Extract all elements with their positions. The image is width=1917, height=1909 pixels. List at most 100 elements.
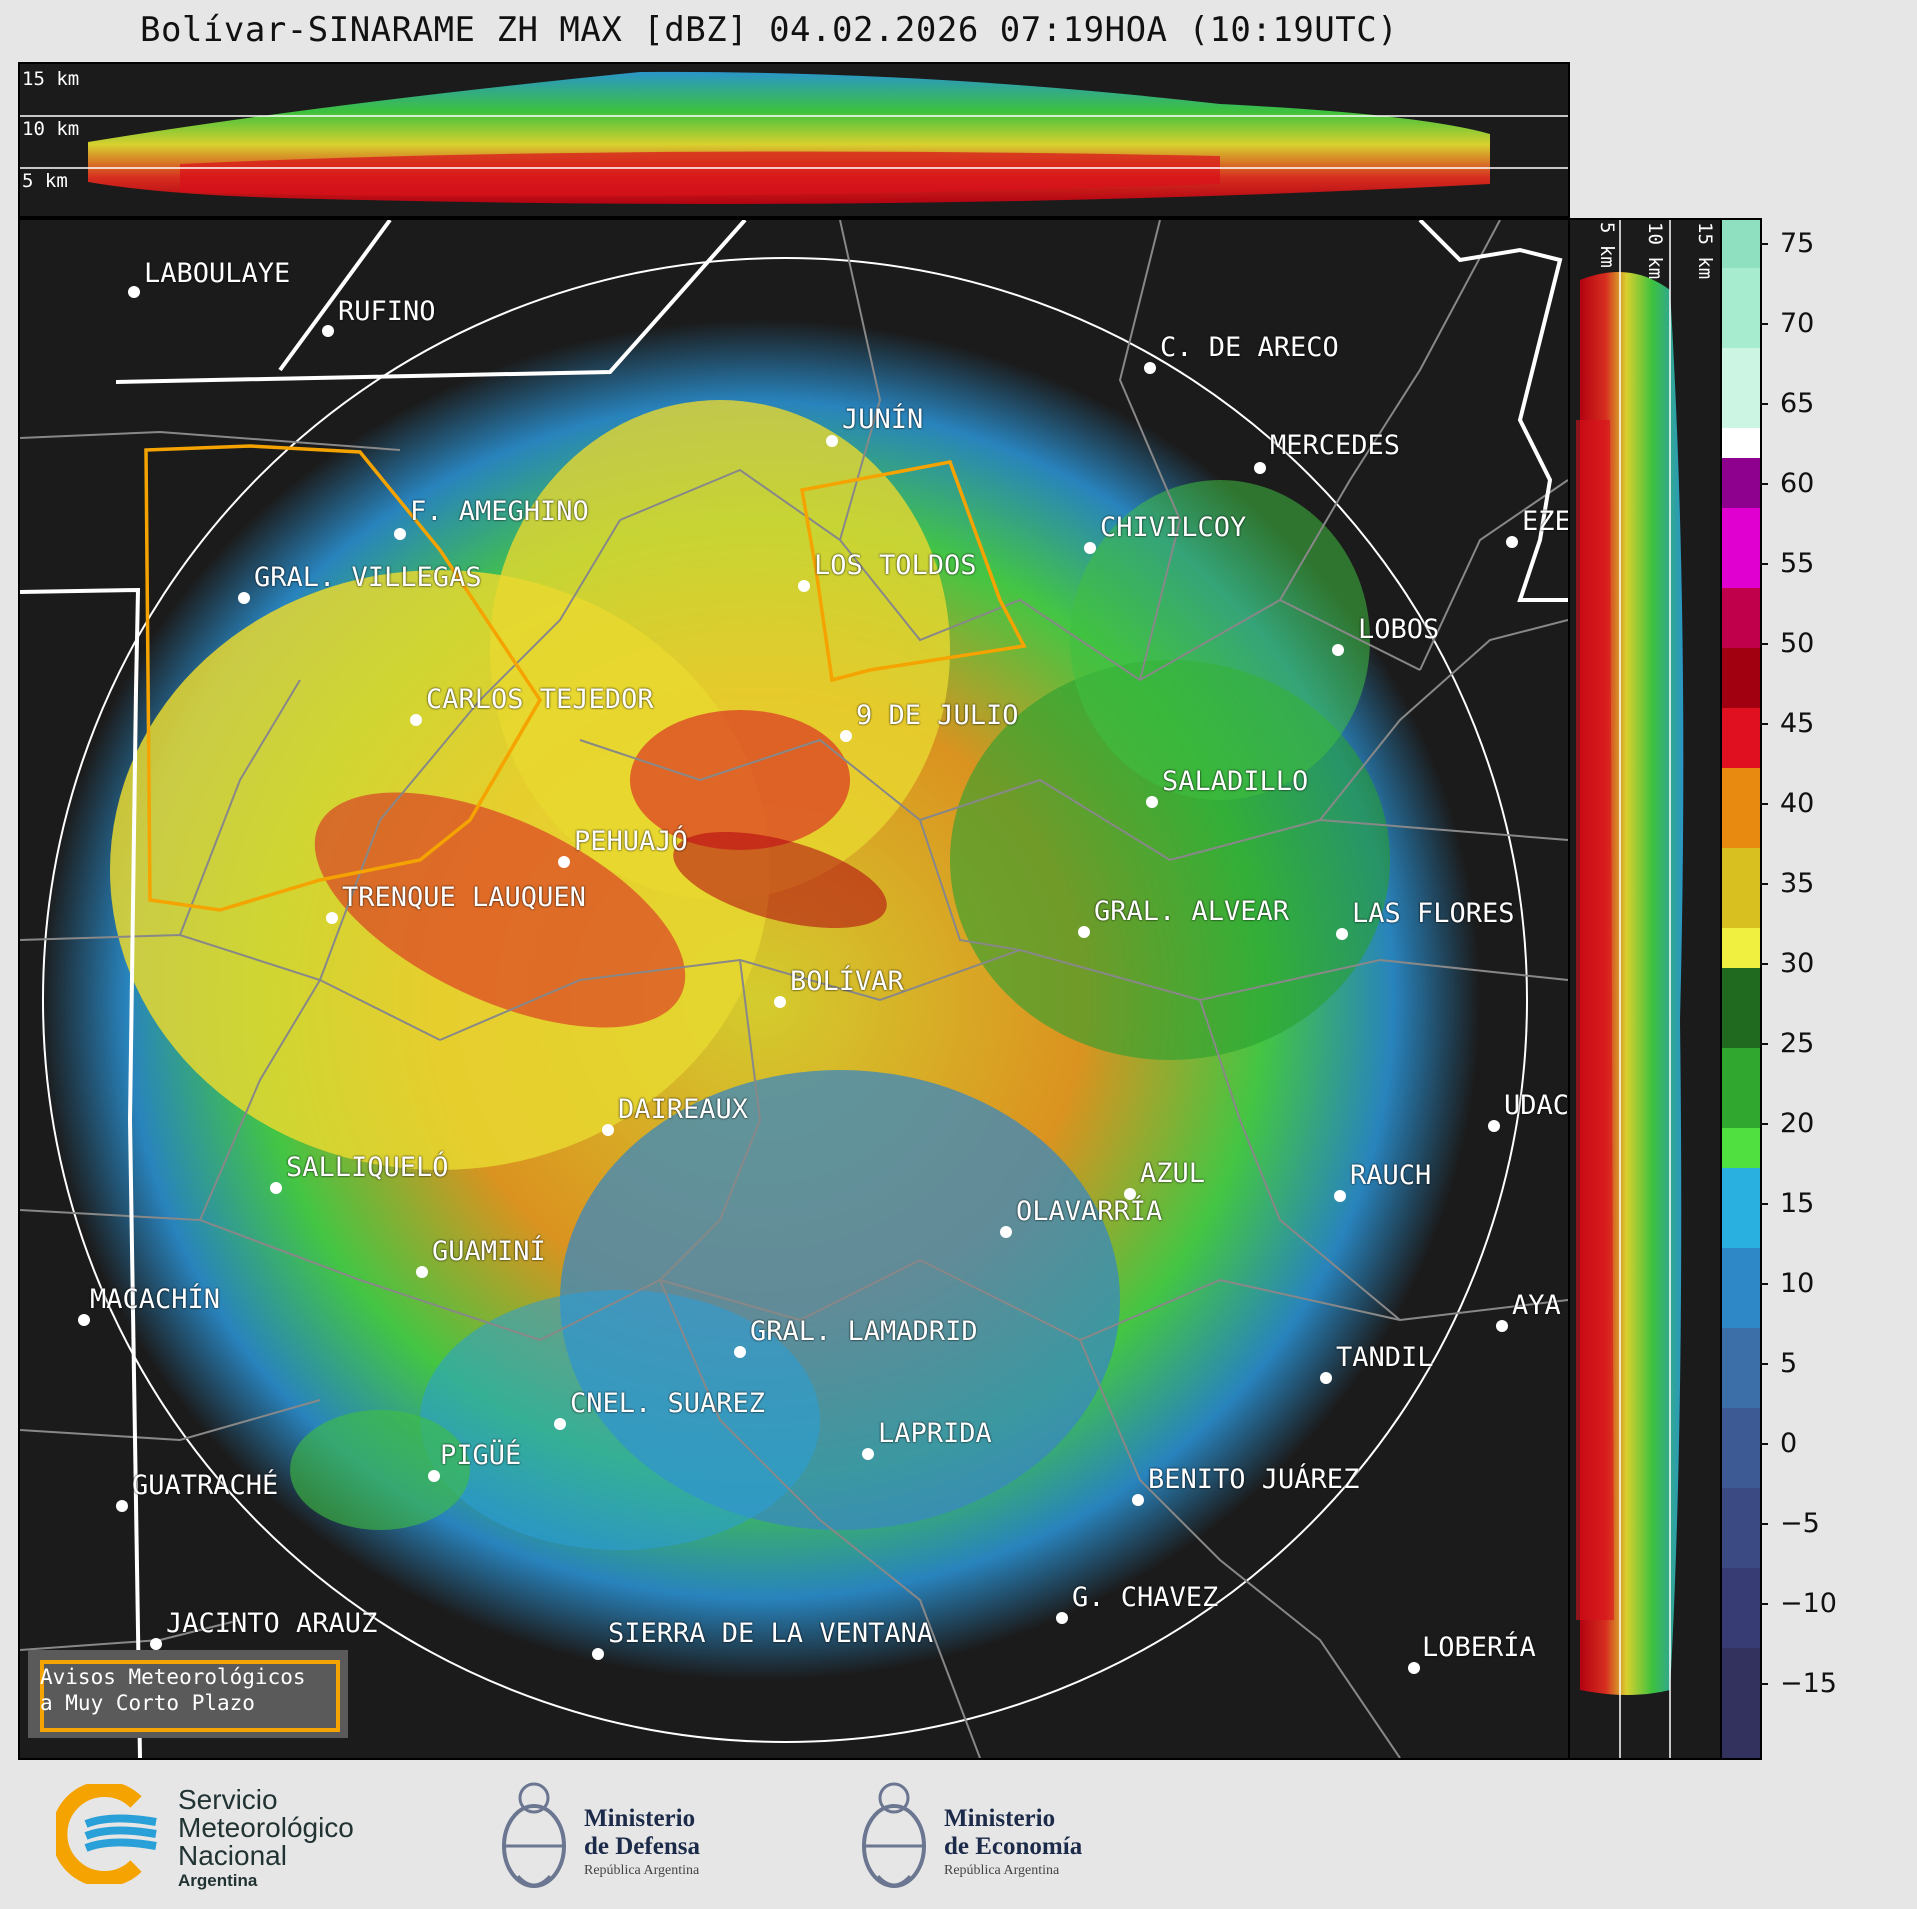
smn-line-1: Servicio	[178, 1784, 278, 1815]
tick-label-75: 75	[1780, 228, 1815, 259]
side-km-label-15: 15 km	[1694, 222, 1716, 280]
city-label-macachin: MACACHÍN	[90, 1284, 221, 1315]
city-dot	[326, 912, 338, 924]
city-label-chivilcoy: CHIVILCOY	[1100, 512, 1247, 543]
warnings-legend: Avisos Meteorológicos a Muy Corto Plazo	[28, 1650, 348, 1738]
tick-mark	[1760, 1123, 1768, 1125]
city-label-rufino: RUFINO	[338, 296, 436, 327]
tick-mark	[1760, 1523, 1768, 1525]
city-label-rauch: RAUCH	[1350, 1160, 1432, 1191]
city-label-daireaux: DAIREAUX	[618, 1094, 749, 1125]
side-km-label-5: 5 km	[1596, 222, 1618, 268]
city-label-9-de-julio: 9 DE JULIO	[856, 700, 1019, 731]
city-dot	[1320, 1372, 1332, 1384]
city-label-cnel-suarez: CNEL. SUAREZ	[570, 1388, 766, 1419]
city-label-f-ameghino: F. AMEGHINO	[410, 496, 589, 527]
city-label-gral-lamadrid: GRAL. LAMADRID	[750, 1316, 978, 1347]
economia-line-3: República Argentina	[944, 1863, 1060, 1878]
tick-label-35: 35	[1780, 868, 1815, 899]
city-label-benito-juarez: BENITO JUÁREZ	[1148, 1464, 1360, 1495]
city-label-guatrache: GUATRACHÉ	[132, 1470, 279, 1501]
tick-mark	[1760, 243, 1768, 245]
smn-logo-icon	[56, 1784, 157, 1884]
defensa-line-2: de Defensa	[584, 1833, 700, 1860]
city-dot	[150, 1638, 162, 1650]
city-dot	[1332, 644, 1344, 656]
city-dot	[798, 580, 810, 592]
city-dot	[1506, 536, 1518, 548]
economia-line-1: Ministerio	[944, 1805, 1056, 1832]
city-label-pehuajo: PEHUAJÓ	[574, 826, 688, 857]
city-dot	[270, 1182, 282, 1194]
city-label-bolivar: BOLÍVAR	[790, 966, 904, 997]
legend-text: Avisos Meteorológicos a Muy Corto Plazo	[40, 1664, 306, 1716]
tick-label-0: 0	[1780, 1428, 1798, 1459]
tick-mark	[1760, 563, 1768, 565]
city-dot	[1146, 796, 1158, 808]
tick-mark	[1760, 403, 1768, 405]
city-dot	[1000, 1226, 1012, 1238]
city-dot	[116, 1500, 128, 1512]
profile-top-graphic	[20, 71, 1568, 204]
radar-map-graphic	[20, 220, 1568, 1758]
warning-polygons	[144, 444, 1027, 912]
city-label-salliquelo: SALLIQUELÓ	[286, 1152, 449, 1183]
city-label-trenque-lauquen: TRENQUE LAUQUEN	[342, 882, 586, 913]
city-dot	[1254, 462, 1266, 474]
city-label-los-toldos: LOS TOLDOS	[814, 550, 977, 581]
economia-coat-of-arms-icon	[862, 1782, 926, 1888]
vertical-profile-top-panel: 15 km 10 km 5 km	[18, 62, 1570, 218]
tick-mark	[1760, 1683, 1768, 1685]
economia-line-2: de Economía	[944, 1833, 1083, 1860]
city-dot	[734, 1346, 746, 1358]
city-label-lobos: LOBOS	[1358, 614, 1440, 645]
department-boundaries	[20, 220, 1568, 1758]
city-dot	[826, 435, 838, 447]
city-label-las-flores: LAS FLORES	[1352, 898, 1515, 929]
footer-logos: Servicio Meteorológico Nacional Argentin…	[0, 1770, 1917, 1909]
tick-mark	[1760, 803, 1768, 805]
smn-line-2: Meteorológico	[178, 1812, 354, 1843]
city-label-junin: JUNÍN	[842, 404, 924, 435]
city-label-c-de-areco: C. DE ARECO	[1160, 332, 1339, 363]
province-boundaries	[20, 220, 1568, 1758]
tick-mark	[1760, 643, 1768, 645]
tick-mark	[1760, 723, 1768, 725]
city-dot	[238, 592, 250, 604]
tick-mark	[1760, 323, 1768, 325]
range-ring	[42, 257, 1528, 1743]
city-label-gral-villegas: GRAL. VILLEGAS	[254, 562, 482, 593]
tick-label-5: 5	[1780, 1348, 1798, 1379]
tick-label-30: 30	[1780, 948, 1815, 979]
city-label-udac: UDAC	[1504, 1090, 1570, 1121]
legend-line-2: a Muy Corto Plazo	[40, 1691, 255, 1715]
km-label-10: 10 km	[22, 118, 80, 140]
city-dot	[78, 1314, 90, 1326]
city-dot	[592, 1648, 604, 1660]
city-label-pigue: PIGÜÉ	[440, 1440, 522, 1471]
city-dot	[1124, 1188, 1136, 1200]
tick-mark	[1760, 1443, 1768, 1445]
city-dot	[554, 1418, 566, 1430]
city-label-carlos-tejedor: CARLOS TEJEDOR	[426, 684, 654, 715]
city-label-aya: AYA	[1512, 1290, 1561, 1321]
smn-line-3: Nacional	[178, 1840, 287, 1871]
city-dot	[558, 856, 570, 868]
tick-label-45: 45	[1780, 708, 1815, 739]
tick-mark	[1760, 883, 1768, 885]
tick-label-50: 50	[1780, 628, 1815, 659]
profile-side-graphic	[1576, 220, 1684, 1758]
city-label-laboulaye: LABOULAYE	[144, 258, 291, 289]
tick-label-55: 55	[1780, 548, 1815, 579]
legend-line-1: Avisos Meteorológicos	[40, 1665, 306, 1689]
city-label-guamini: GUAMINÍ	[432, 1236, 546, 1267]
side-km-label-10: 10 km	[1644, 222, 1666, 280]
defensa-line-1: Ministerio	[584, 1805, 696, 1832]
radar-site-dot	[774, 996, 786, 1008]
city-dot	[1078, 926, 1090, 938]
city-dot	[602, 1124, 614, 1136]
city-dot	[416, 1266, 428, 1278]
tick-label-60: 60	[1780, 468, 1815, 499]
city-label-sierra-de-la-ventana: SIERRA DE LA VENTANA	[608, 1618, 934, 1649]
radar-map[interactable]: LABOULAYE RUFINO C. DE ARECO MERCEDES JU…	[18, 218, 1570, 1760]
